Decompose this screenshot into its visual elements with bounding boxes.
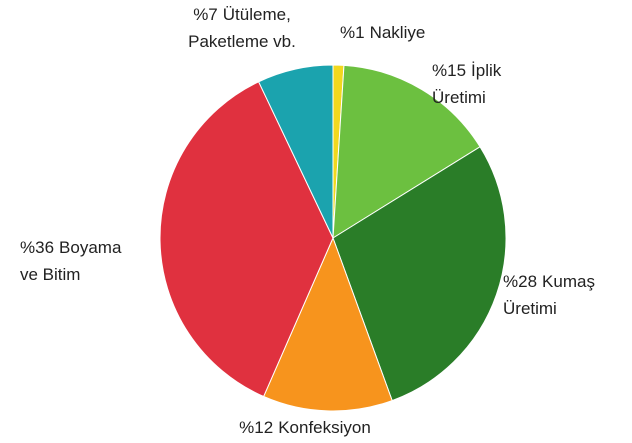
slice-label: %28 Kumaş Üretimi	[503, 272, 595, 318]
category-label: Boyama	[59, 238, 122, 257]
category-label: ve Bitim	[20, 265, 80, 284]
value-label: %15	[432, 61, 466, 80]
slice-label: %12 Konfeksiyon	[239, 418, 371, 437]
category-label: İplik	[471, 61, 502, 80]
slice-label: %15 İplik Üretimi	[432, 61, 502, 107]
value-label: %1	[340, 23, 365, 42]
value-label: %7	[193, 5, 218, 24]
pie-slice	[262, 236, 393, 412]
category-label: Üretimi	[503, 299, 557, 318]
pie-slice	[332, 146, 507, 402]
category-label: Kumaş	[542, 272, 595, 291]
pie-slice	[332, 64, 481, 239]
value-label: %12	[239, 418, 273, 437]
category-label: Paketleme vb.	[188, 32, 296, 51]
category-label: Nakliye	[370, 23, 426, 42]
value-label: %28	[503, 272, 537, 291]
category-label: Ütüleme,	[223, 5, 291, 24]
category-label: Üretimi	[432, 88, 486, 107]
pie-slice	[257, 64, 334, 239]
slice-label: %36 Boyama ve Bitim	[20, 238, 122, 284]
pie-slice	[159, 81, 334, 398]
slice-label: %1 Nakliye	[340, 23, 425, 42]
category-label: Konfeksiyon	[278, 418, 371, 437]
slice-label: %7 Ütüleme, Paketleme vb.	[188, 5, 296, 51]
value-label: %36	[20, 238, 54, 257]
